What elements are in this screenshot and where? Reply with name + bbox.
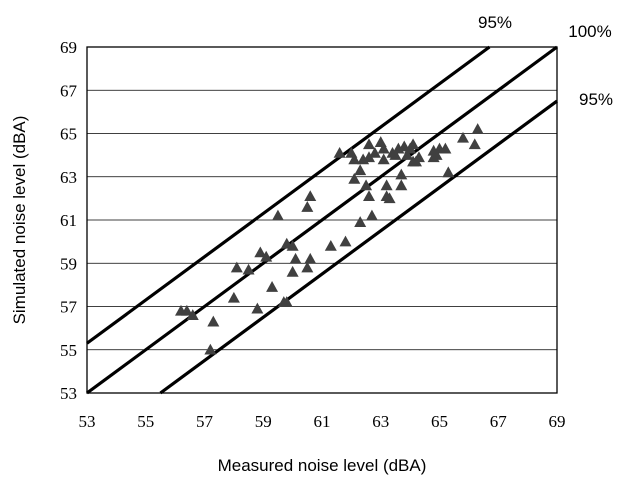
data-point (363, 190, 375, 202)
data-point (207, 315, 220, 327)
y-axis-title: Simulated noise level (dBA) (10, 116, 29, 325)
x-tick-label: 67 (490, 412, 508, 431)
data-point (304, 190, 317, 202)
x-axis-title: Measured noise level (dBA) (218, 456, 427, 475)
data-point (339, 235, 352, 247)
data-point (242, 263, 255, 275)
data-point (271, 209, 284, 221)
data-point (442, 166, 455, 178)
x-tick-label: 55 (137, 412, 154, 431)
reference-line-label: 100% (568, 22, 611, 41)
data-point (254, 246, 267, 258)
y-tick-labels: 53 55 57 59 61 63 65 67 69 (60, 38, 78, 403)
data-point (180, 304, 193, 316)
data-point (289, 252, 302, 264)
data-point (439, 142, 452, 154)
data-point (363, 138, 375, 150)
y-tick-label: 59 (60, 254, 77, 273)
y-tick-label: 65 (60, 125, 77, 144)
reference-lines (86, 45, 558, 395)
data-point (324, 239, 337, 251)
data-point (395, 179, 408, 191)
y-tick-label: 61 (60, 211, 77, 230)
x-tick-label: 69 (549, 412, 566, 431)
x-tick-label: 53 (79, 412, 96, 431)
data-point (186, 309, 199, 320)
data-point (401, 149, 414, 160)
y-tick-label: 53 (60, 384, 77, 403)
data-point (348, 153, 361, 165)
reference-line-labels: 95% 100% 95% (478, 13, 613, 109)
data-point (363, 151, 375, 163)
y-tick-label: 69 (60, 38, 77, 57)
data-point (389, 149, 402, 160)
data-point (365, 209, 378, 221)
data-point (471, 123, 484, 134)
x-tick-label: 59 (255, 412, 272, 431)
data-point (354, 216, 367, 227)
data-point (286, 265, 299, 277)
data-point (360, 179, 373, 191)
data-point (251, 302, 264, 314)
data-point (304, 252, 317, 264)
x-tick-label: 57 (196, 412, 214, 431)
data-point (348, 172, 361, 184)
x-tick-label: 65 (431, 412, 448, 431)
reference-line-label: 95% (579, 90, 613, 109)
data-point (260, 250, 273, 262)
data-point (377, 153, 390, 165)
reference-line (159, 99, 558, 395)
data-point (468, 138, 481, 150)
data-point (412, 151, 425, 163)
x-tick-label: 61 (314, 412, 331, 431)
reference-line (86, 45, 491, 345)
reference-line (86, 45, 558, 395)
data-point (230, 261, 243, 273)
data-point (354, 164, 367, 176)
y-tick-label: 57 (60, 298, 78, 317)
data-point (280, 296, 293, 307)
data-point (301, 261, 314, 273)
data-point (333, 146, 346, 158)
data-point (377, 142, 390, 154)
y-tick-label: 55 (60, 341, 77, 360)
data-points (175, 123, 484, 355)
gridlines (87, 89, 557, 351)
data-point (457, 131, 469, 143)
data-point (383, 192, 396, 204)
reference-line-label: 95% (478, 13, 512, 32)
data-point (380, 179, 393, 191)
data-point (395, 168, 408, 180)
data-point (227, 291, 240, 303)
data-point (286, 239, 299, 251)
x-tick-label: 63 (372, 412, 389, 431)
data-point (266, 281, 279, 292)
data-point (368, 146, 381, 158)
data-point (407, 138, 420, 150)
y-tick-label: 67 (60, 81, 78, 100)
x-tick-labels: 53 55 57 59 61 63 65 67 69 (79, 412, 566, 431)
y-tick-label: 63 (60, 168, 77, 187)
data-point (301, 201, 314, 212)
data-point (204, 343, 217, 355)
data-point (430, 149, 443, 160)
plot-frame (86, 46, 558, 394)
